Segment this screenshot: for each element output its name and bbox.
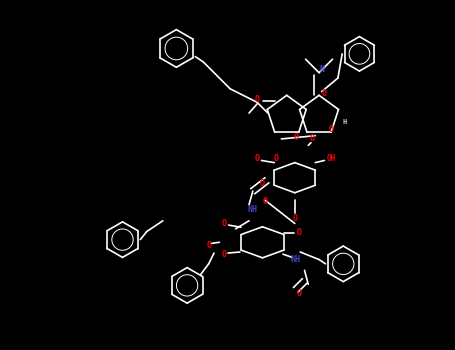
Text: OH: OH <box>327 154 336 163</box>
Text: NH: NH <box>291 255 301 264</box>
Text: O: O <box>255 95 260 104</box>
Text: O: O <box>329 125 334 134</box>
Text: O: O <box>221 219 226 228</box>
Text: O: O <box>309 134 314 144</box>
Text: O: O <box>293 133 298 142</box>
Text: N: N <box>319 65 324 75</box>
Text: O: O <box>221 250 226 259</box>
Text: O: O <box>255 154 260 163</box>
Text: O: O <box>206 240 211 250</box>
Text: O: O <box>297 228 302 237</box>
Text: O: O <box>322 89 327 98</box>
Text: O: O <box>297 289 302 298</box>
Text: O: O <box>263 197 268 206</box>
Text: O: O <box>292 214 297 223</box>
Text: NH: NH <box>248 205 258 215</box>
Text: H: H <box>343 119 347 125</box>
Text: O: O <box>273 154 278 163</box>
Text: O: O <box>260 178 265 188</box>
